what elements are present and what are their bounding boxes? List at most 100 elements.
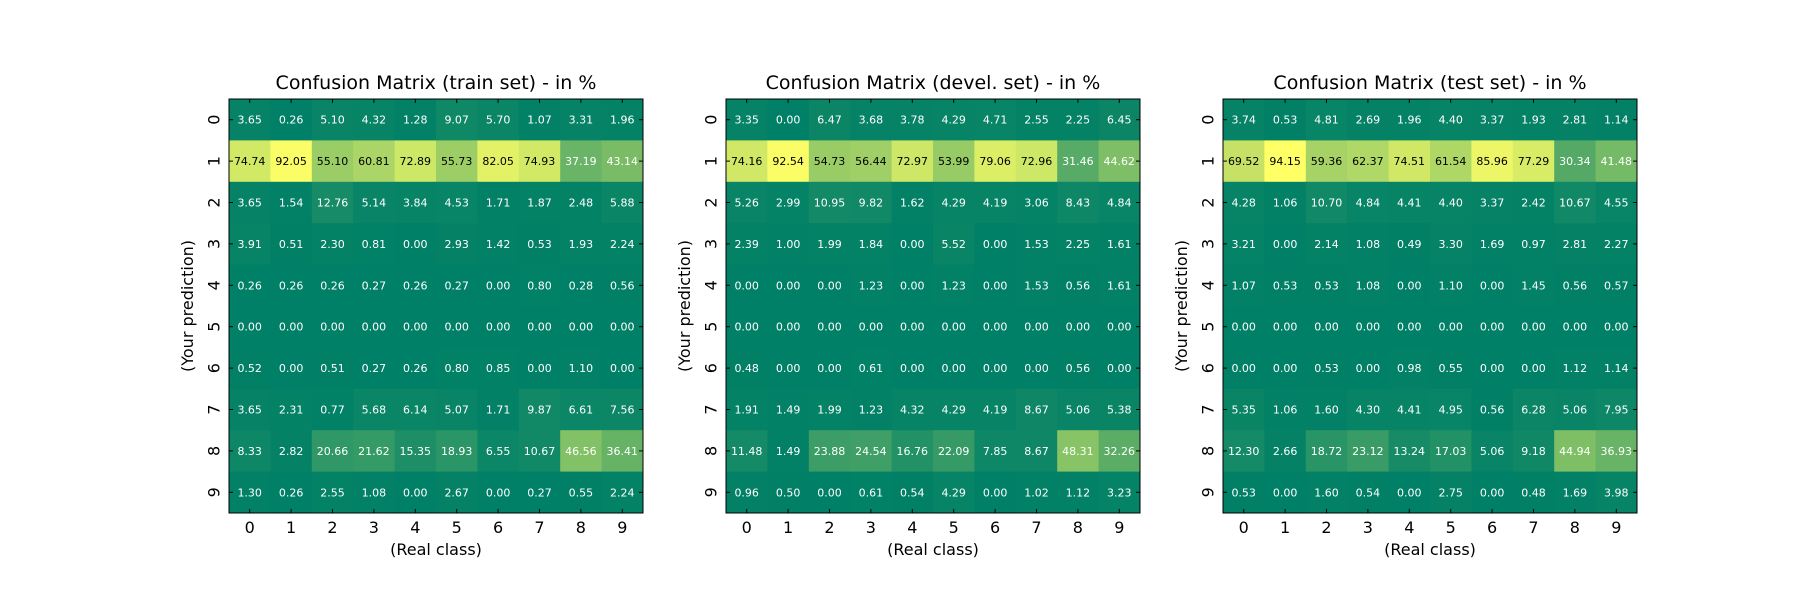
- heatmap-cell: [436, 388, 478, 431]
- heatmap-cell: [1471, 430, 1514, 473]
- heatmap-cell: [1430, 99, 1472, 141]
- cell-label: 3.65: [237, 114, 262, 127]
- cell-label: 0.27: [444, 279, 469, 292]
- heatmap-cell: [601, 99, 644, 141]
- cell-label: 85.96: [1476, 155, 1508, 168]
- heatmap-cell: [1430, 430, 1472, 473]
- cell-label: 2.48: [569, 197, 594, 210]
- heatmap-cell: [1430, 306, 1472, 348]
- x-tick-label: 5: [949, 518, 959, 537]
- cell-label: 1.99: [817, 238, 842, 251]
- cell-label: 0.00: [1231, 362, 1256, 375]
- cell-label: 6.28: [1521, 404, 1546, 417]
- heatmap-cell: [1554, 264, 1597, 307]
- cell-label: 0.00: [1231, 321, 1256, 334]
- cell-label: 0.97: [1521, 238, 1546, 251]
- cell-label: 0.00: [859, 321, 884, 334]
- heatmap-cell: [1554, 181, 1597, 224]
- cell-label: 1.49: [776, 404, 801, 417]
- cell-label: 9.87: [527, 404, 552, 417]
- heatmap-cell: [1223, 430, 1265, 473]
- cell-label: 0.61: [859, 362, 884, 375]
- heatmap-cell: [1015, 388, 1058, 431]
- heatmap-cell: [850, 99, 893, 141]
- x-tick-label: 7: [534, 518, 544, 537]
- heatmap-cell: [518, 347, 561, 390]
- cell-label: 1.23: [859, 404, 884, 417]
- cell-label: 12.76: [317, 197, 349, 210]
- cell-label: 0.85: [486, 362, 511, 375]
- cell-label: 0.26: [279, 486, 304, 499]
- heatmap-cell: [767, 223, 810, 266]
- heatmap-cell: [1471, 388, 1514, 431]
- heatmap-cell: [1512, 388, 1555, 431]
- cell-label: 3.98: [1604, 486, 1629, 499]
- cell-label: 1.60: [1314, 404, 1339, 417]
- heatmap-cell: [1264, 306, 1307, 348]
- cell-label: 77.29: [1518, 155, 1550, 168]
- plot-frame: [725, 98, 1141, 514]
- cell-label: 4.95: [1438, 404, 1463, 417]
- heatmap-cell: [1595, 388, 1638, 431]
- x-tick-label: 2: [327, 518, 337, 537]
- heatmap-cell: [933, 388, 975, 431]
- cell-label: 74.51: [1394, 155, 1426, 168]
- cell-label: 1.93: [569, 238, 594, 251]
- cell-label: 0.00: [983, 321, 1008, 334]
- x-tick-label: 2: [824, 518, 834, 537]
- cell-label: 8.67: [1024, 445, 1049, 458]
- cell-label: 0.00: [1604, 321, 1629, 334]
- heatmap-cell: [353, 471, 396, 514]
- cell-label: 0.00: [941, 321, 966, 334]
- cell-label: 79.06: [979, 155, 1011, 168]
- cell-label: 0.00: [1397, 486, 1422, 499]
- cell-label: 2.93: [444, 238, 469, 251]
- cell-label: 82.05: [482, 155, 514, 168]
- cell-label: 0.00: [1273, 321, 1298, 334]
- heatmap-cell: [270, 430, 313, 473]
- cell-label: 5.26: [734, 197, 759, 210]
- heatmap-cell: [850, 347, 893, 390]
- heatmap-cell: [1015, 264, 1058, 307]
- y-tick-label: 9: [1199, 487, 1218, 497]
- cell-label: 23.12: [1352, 445, 1384, 458]
- cell-label: 2.25: [1066, 238, 1091, 251]
- cell-label: 72.96: [1021, 155, 1053, 168]
- heatmap-cell: [808, 306, 851, 348]
- cell-label: 0.00: [1480, 321, 1505, 334]
- cell-label: 4.29: [941, 486, 966, 499]
- heatmap-cell: [1347, 388, 1390, 431]
- cell-label: 0.00: [403, 486, 428, 499]
- y-tick-label: 1: [205, 156, 224, 166]
- heatmap-cell: [560, 181, 603, 224]
- cell-label: 10.67: [524, 445, 556, 458]
- heatmap-cell: [808, 264, 851, 307]
- heatmap-cell: [891, 388, 934, 431]
- y-tick-label: 6: [205, 363, 224, 373]
- cell-label: 0.00: [610, 362, 635, 375]
- cell-label: 5.10: [320, 114, 345, 127]
- cell-label: 74.74: [234, 155, 266, 168]
- heatmap-cell: [436, 181, 478, 224]
- cell-label: 44.94: [1559, 445, 1591, 458]
- heatmap-cell: [270, 99, 313, 141]
- heatmap-cell: [601, 430, 644, 473]
- plot-frame: [228, 98, 644, 514]
- y-tick-label: 1: [1199, 156, 1218, 166]
- heatmap-cell: [726, 264, 768, 307]
- cell-label: 0.26: [403, 362, 428, 375]
- cell-label: 0.00: [1438, 321, 1463, 334]
- heatmap-cell: [1057, 99, 1100, 141]
- cell-label: 1.02: [1024, 486, 1049, 499]
- heatmap-cell: [311, 140, 354, 183]
- cell-label: 4.84: [1107, 197, 1132, 210]
- cell-label: 0.27: [527, 486, 552, 499]
- heatmap-cell: [229, 181, 271, 224]
- y-tick-label: 7: [205, 404, 224, 414]
- heatmap-cell: [850, 181, 893, 224]
- heatmap-cell: [1430, 471, 1472, 514]
- cell-label: 32.26: [1104, 445, 1136, 458]
- heatmap-cell: [1471, 471, 1514, 514]
- cell-label: 53.99: [938, 155, 970, 168]
- cell-label: 60.81: [358, 155, 390, 168]
